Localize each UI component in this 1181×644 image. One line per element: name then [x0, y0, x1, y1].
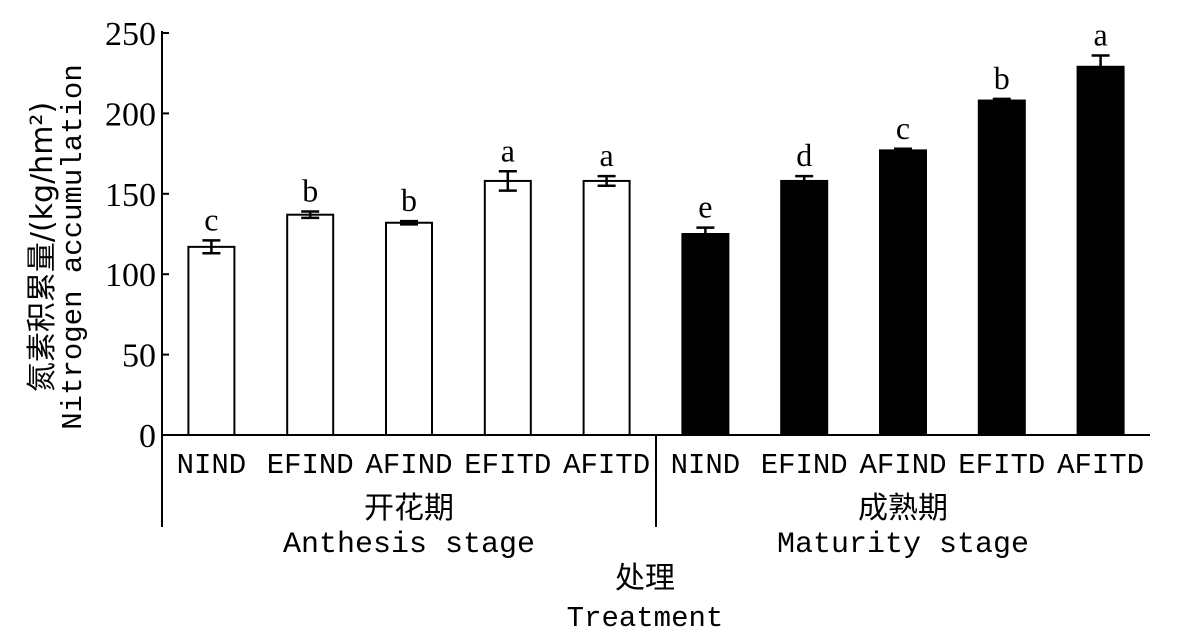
- y-tick-label: 0: [139, 418, 156, 455]
- significance-label: a: [501, 132, 515, 168]
- bar: [582, 179, 631, 436]
- y-tick-label: 150: [105, 177, 156, 214]
- significance-label: b: [401, 182, 417, 218]
- category-label: AFIND: [365, 449, 452, 482]
- y-tick-label: 100: [105, 257, 156, 294]
- y-axis-title: 氮素积累量/(kg/hm²) Nitrogen accumulation: [25, 64, 90, 429]
- bar: [977, 99, 1026, 436]
- category-label: EFITD: [464, 449, 551, 482]
- group-label-en: Maturity stage: [777, 528, 1029, 562]
- category-label: AFITD: [563, 449, 650, 482]
- bar: [385, 221, 433, 436]
- significance-label: c: [896, 110, 910, 146]
- y-tick-label: 50: [122, 338, 156, 375]
- y-axis-ticks: 0 50 100 150 200 250: [105, 16, 169, 455]
- category-labels: c NIND b EFIND b AFIND a EFITD a AFITD 开花期Anthesis…: [177, 17, 1145, 562]
- significance-label: a: [599, 137, 613, 173]
- significance-label: b: [994, 60, 1010, 96]
- category-label: AFIND: [859, 449, 946, 482]
- y-axis-title-cn: 氮素积累量/(kg/hm²): [25, 102, 60, 392]
- group-label-cn: 开花期: [364, 491, 454, 526]
- bar: [187, 245, 236, 436]
- significance-label: b: [302, 172, 318, 208]
- category-label: EFITD: [958, 449, 1045, 482]
- bar: [1076, 65, 1125, 436]
- significance-label: c: [204, 201, 218, 237]
- y-axis-title-en: Nitrogen accumulation: [57, 64, 90, 429]
- y-tick-label: 200: [105, 96, 156, 133]
- y-tick-label: 250: [105, 16, 156, 53]
- category-label: NIND: [177, 449, 247, 482]
- axes: [161, 31, 1150, 527]
- bar: [879, 149, 927, 436]
- group-label-cn: 成熟期: [858, 491, 948, 526]
- group-label-en: Anthesis stage: [283, 528, 535, 562]
- category-label: EFIND: [761, 449, 848, 482]
- category-label: NIND: [671, 449, 741, 482]
- bar: [286, 213, 335, 436]
- bar: [483, 179, 532, 436]
- x-axis-title-cn: 处理: [615, 561, 675, 596]
- significance-label: d: [796, 137, 812, 173]
- bar: [681, 233, 730, 436]
- category-label: EFIND: [267, 449, 354, 482]
- significance-label: a: [1093, 17, 1107, 53]
- significance-label: e: [698, 189, 712, 225]
- bar: [780, 179, 829, 436]
- x-axis-title-en: Treatment: [567, 602, 724, 635]
- bars: [187, 54, 1125, 436]
- category-label: AFITD: [1057, 449, 1144, 482]
